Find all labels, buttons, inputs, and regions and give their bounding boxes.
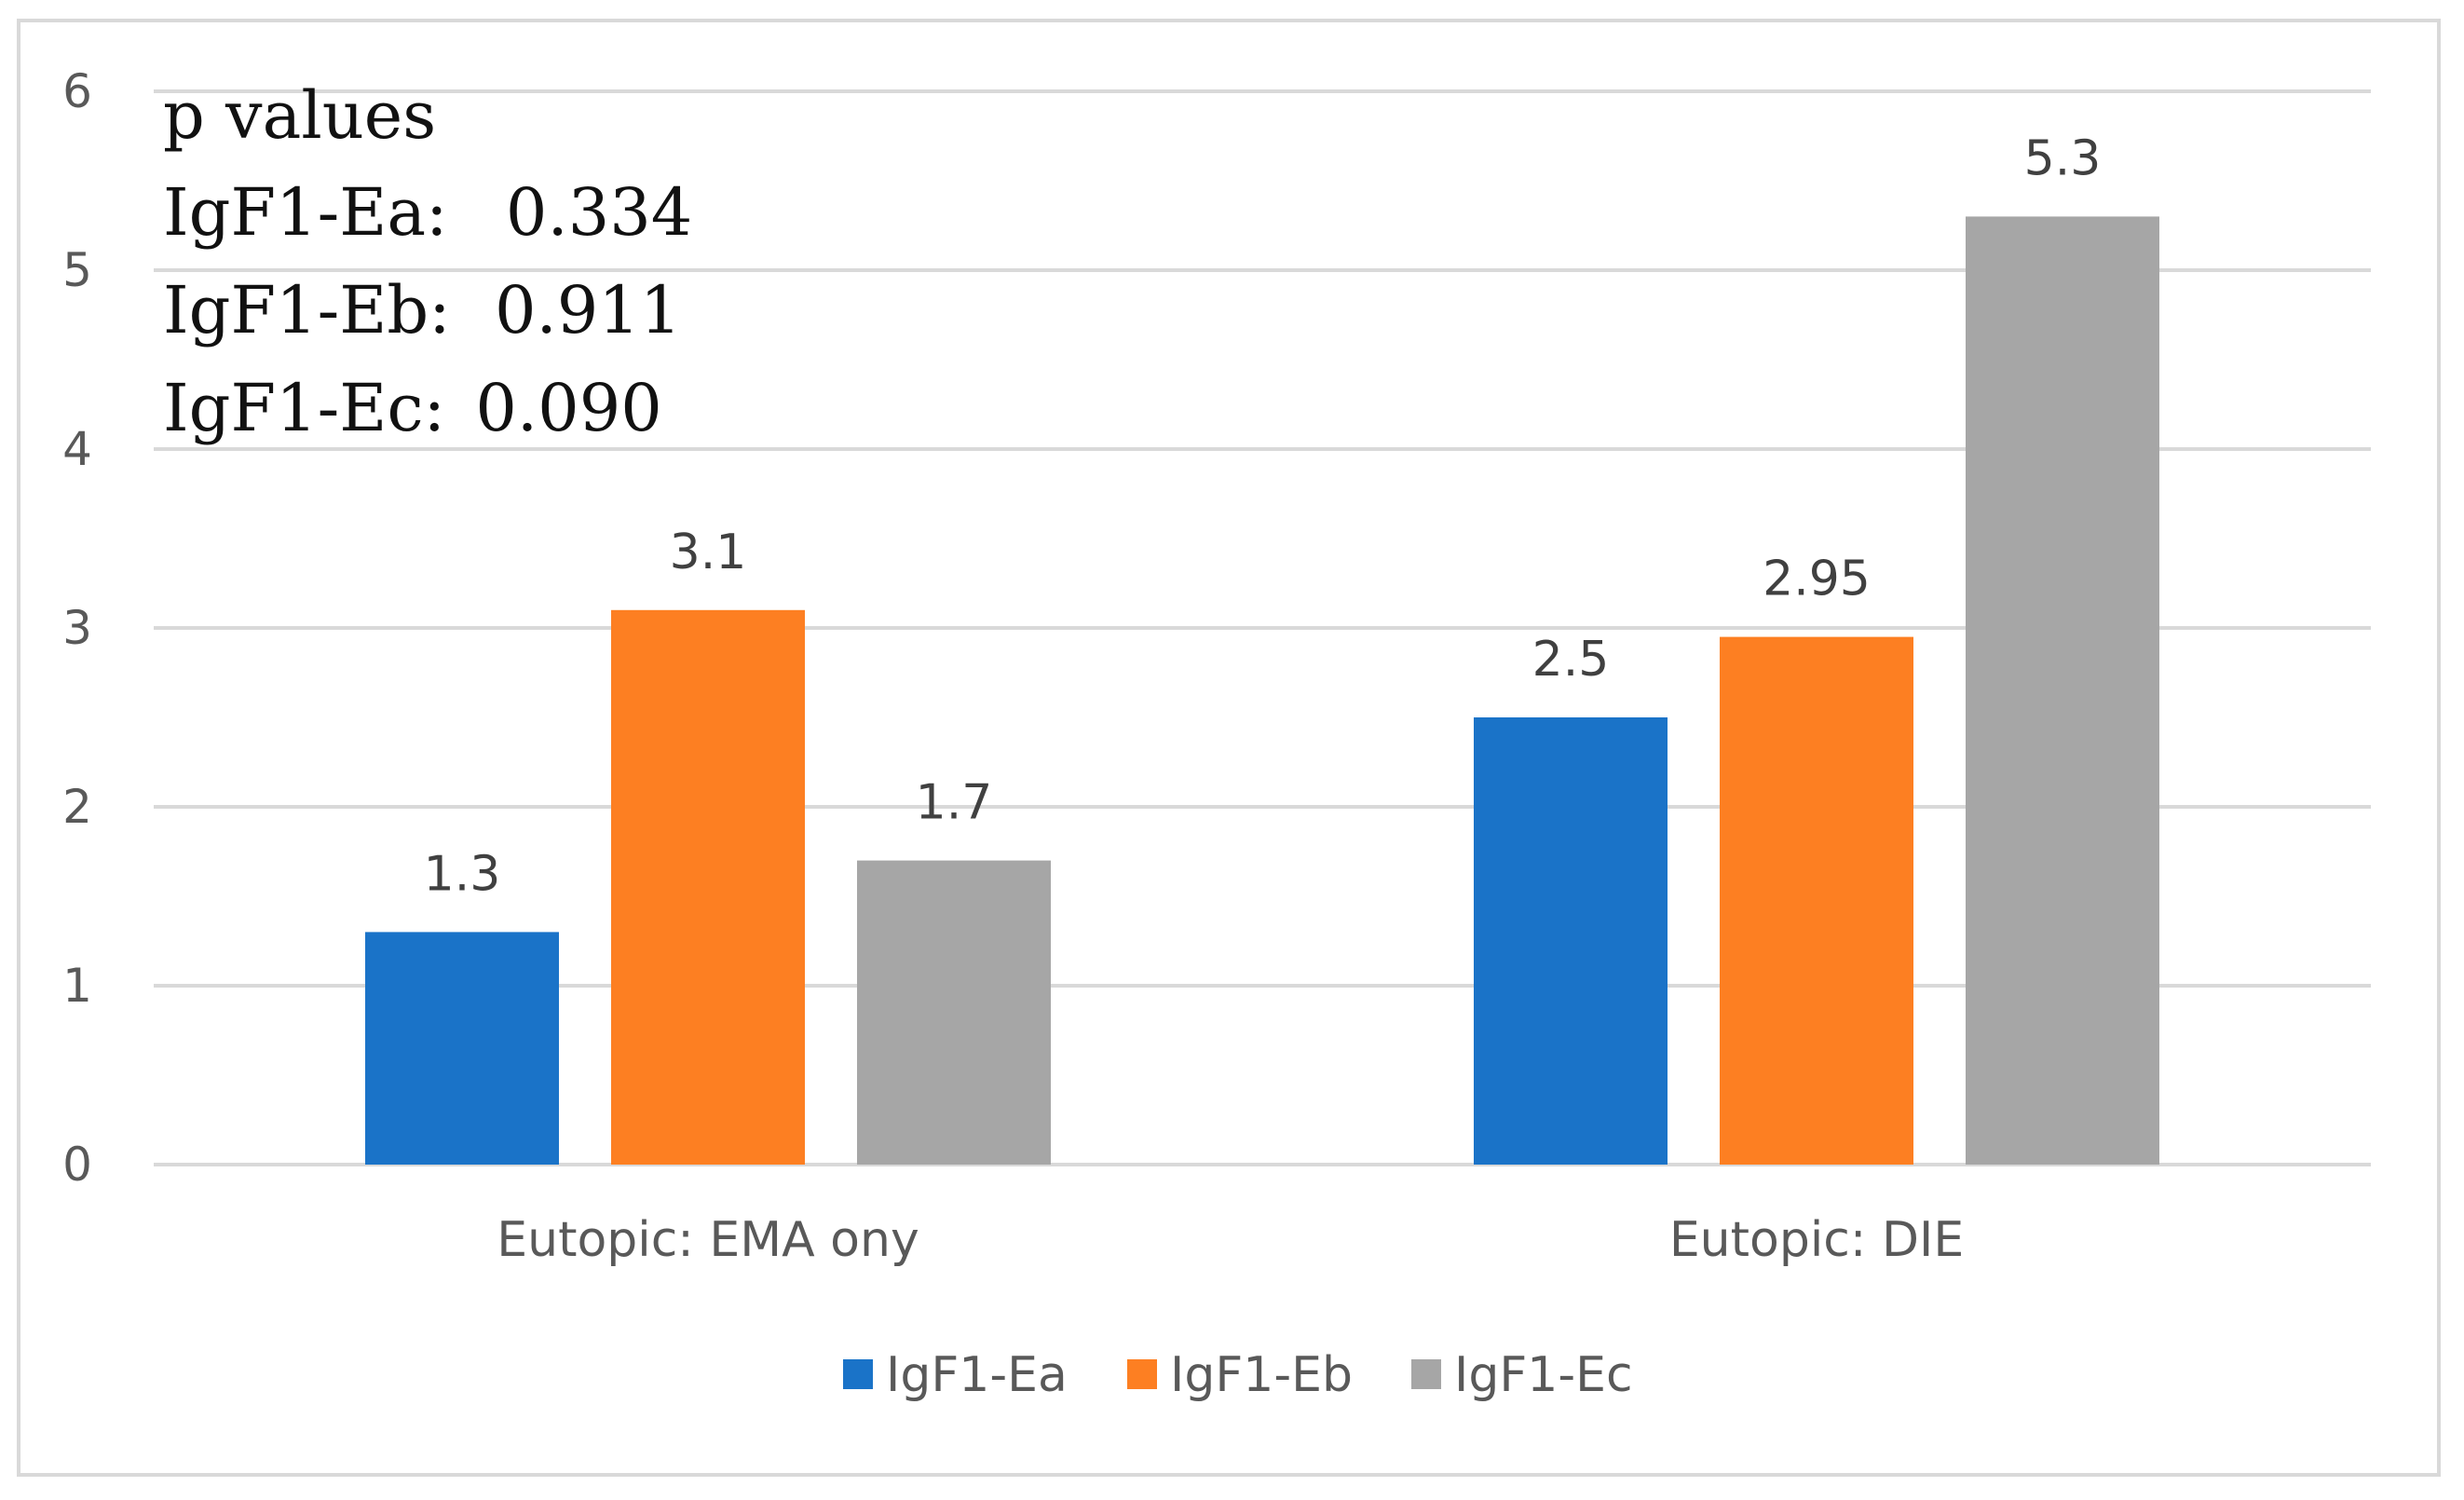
legend-label: IgF1-Ea xyxy=(886,1347,1068,1403)
bar-igf1-eb-1 xyxy=(611,609,805,1165)
data-label: 2.95 xyxy=(1763,552,1871,607)
bar-igf1-ec-2 xyxy=(1966,216,2159,1165)
category-label: Eutopic: EMA ony xyxy=(497,1212,919,1268)
data-label: 5.3 xyxy=(2024,130,2102,186)
legend-label: IgF1-Eb xyxy=(1170,1347,1353,1403)
data-label: 3.1 xyxy=(670,525,747,580)
bars xyxy=(365,216,2159,1165)
bar-igf1-ec-1 xyxy=(857,860,1051,1165)
bar-igf1-ea-1 xyxy=(365,932,559,1165)
p-value-label-eb: IgF1-Eb: xyxy=(163,272,451,348)
p-value-line-ec: IgF1-Ec: 0.090 xyxy=(163,370,662,446)
data-label: 1.3 xyxy=(424,846,501,902)
category-labels: Eutopic: EMA ony Eutopic: DIE xyxy=(497,1212,1964,1268)
legend-swatch xyxy=(843,1359,873,1389)
p-value-label-ea: IgF1-Ea: xyxy=(163,174,448,251)
bar-igf1-eb-2 xyxy=(1720,636,1913,1165)
p-value-line-eb: IgF1-Eb: 0.911 xyxy=(163,272,681,348)
category-label: Eutopic: DIE xyxy=(1669,1212,1964,1268)
y-tick-label: 5 xyxy=(62,243,92,297)
p-values-heading: p values xyxy=(163,77,436,154)
data-label: 1.7 xyxy=(916,775,993,831)
p-value-ec: 0.090 xyxy=(475,370,661,446)
data-label: 2.5 xyxy=(1532,632,1610,688)
p-value-line-ea: IgF1-Ea: 0.334 xyxy=(163,174,692,251)
y-tick-label: 4 xyxy=(62,422,92,476)
p-value-ea: 0.334 xyxy=(506,174,692,251)
y-tick-label: 3 xyxy=(62,601,92,655)
bar-igf1-ea-2 xyxy=(1474,717,1668,1165)
y-tick-label: 2 xyxy=(62,780,92,834)
y-tick-label: 0 xyxy=(62,1138,92,1192)
p-value-label-ec: IgF1-Ec: xyxy=(163,370,445,446)
y-tick-label: 6 xyxy=(62,64,92,118)
p-values-annotation: p values IgF1-Ea: 0.334 IgF1-Eb: 0.911 I… xyxy=(163,77,692,446)
data-labels: 1.3 3.1 1.7 2.5 2.95 5.3 xyxy=(424,130,2102,902)
legend-swatch xyxy=(1411,1359,1441,1389)
legend-label: IgF1-Ec xyxy=(1454,1347,1633,1403)
legend-swatch xyxy=(1127,1359,1157,1389)
y-axis-tick-labels: 0 1 2 3 4 5 6 xyxy=(62,64,92,1192)
legend: IgF1-Ea IgF1-Eb IgF1-Ec xyxy=(843,1347,1633,1403)
y-tick-label: 1 xyxy=(62,959,92,1013)
p-value-eb: 0.911 xyxy=(495,272,681,348)
